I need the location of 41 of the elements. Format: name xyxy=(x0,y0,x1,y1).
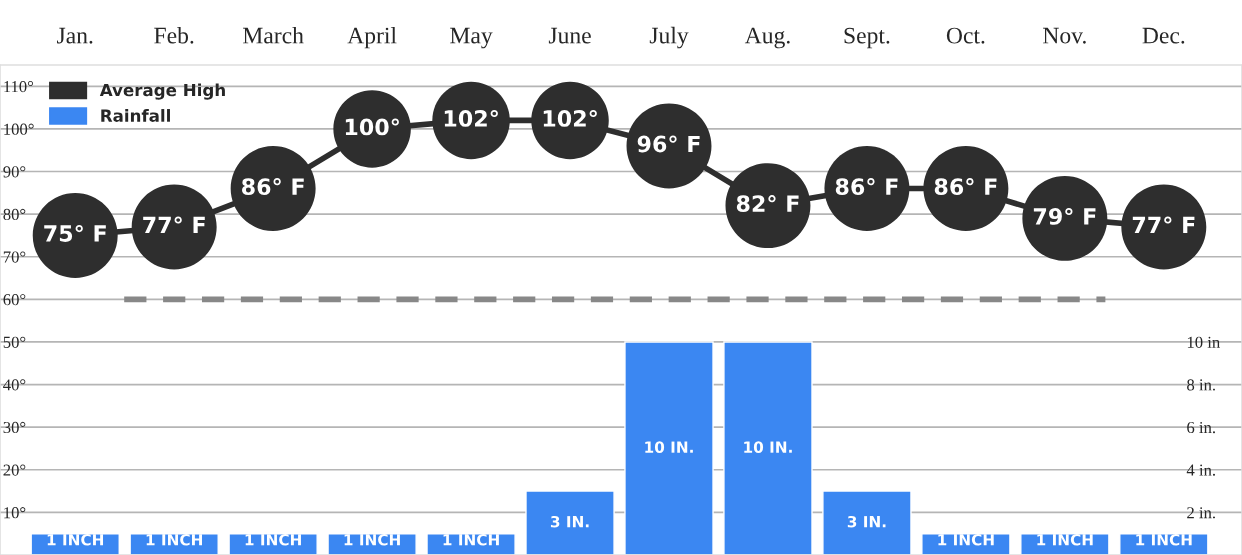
data-label: 1 INCH xyxy=(938,533,994,546)
data-label: 1 INCH xyxy=(344,533,400,546)
y-tick-label: 30° xyxy=(3,421,26,434)
y2-tick-label: 10 in xyxy=(1187,336,1220,348)
data-label: 3 IN. xyxy=(847,515,886,528)
x-tick-label: Nov. xyxy=(1043,27,1086,44)
y2-tick-label: 2 in. xyxy=(1187,507,1215,519)
x-tick-label: June xyxy=(548,27,591,44)
x-tick-label: May xyxy=(450,27,493,49)
y-tick-label: 70° xyxy=(3,251,26,263)
data-label: 10 IN. xyxy=(744,441,792,453)
data-label: 1 INCH xyxy=(1136,533,1192,546)
data-label: 1 INCH xyxy=(146,533,202,546)
y-tick-label: 50° xyxy=(3,336,26,348)
y-tick-label: 80° xyxy=(3,208,26,221)
data-label: 1 INCH xyxy=(1037,533,1093,546)
x-tick-label: April xyxy=(347,26,397,49)
data-label: 1 INCH xyxy=(245,533,301,546)
x-tick-label: Jan. xyxy=(57,27,93,44)
y-tick-label: 20° xyxy=(3,464,26,476)
data-label: 1 INCH xyxy=(47,533,104,546)
x-tick-label: Aug. xyxy=(744,27,790,49)
legend-label: Average High xyxy=(99,83,225,100)
x-tick-label: Sept. xyxy=(844,27,890,49)
y2-tick-label: 4 in. xyxy=(1186,464,1215,476)
y-tick-label: 100° xyxy=(4,123,34,135)
y2-tick-label: 8 in. xyxy=(1187,379,1215,391)
y-tick-label: 90° xyxy=(3,166,26,178)
data-label: 10 IN. xyxy=(645,441,693,453)
y-tick-label: 60° xyxy=(3,294,26,306)
x-tick-label: July xyxy=(649,26,689,49)
y-tick-label: 110° xyxy=(4,81,33,93)
y2-tick-label: 6 in. xyxy=(1187,421,1215,434)
x-tick-label: Dec. xyxy=(1142,27,1185,44)
y-tick-label: 40° xyxy=(3,379,26,391)
data-label: 3 IN. xyxy=(550,515,589,528)
data-label: 1 INCH xyxy=(443,533,499,546)
x-tick-label: Oct. xyxy=(946,27,985,44)
x-tick-label: March xyxy=(243,26,304,44)
x-tick-label: Feb. xyxy=(154,26,194,44)
y-tick-label: 10° xyxy=(4,507,26,519)
